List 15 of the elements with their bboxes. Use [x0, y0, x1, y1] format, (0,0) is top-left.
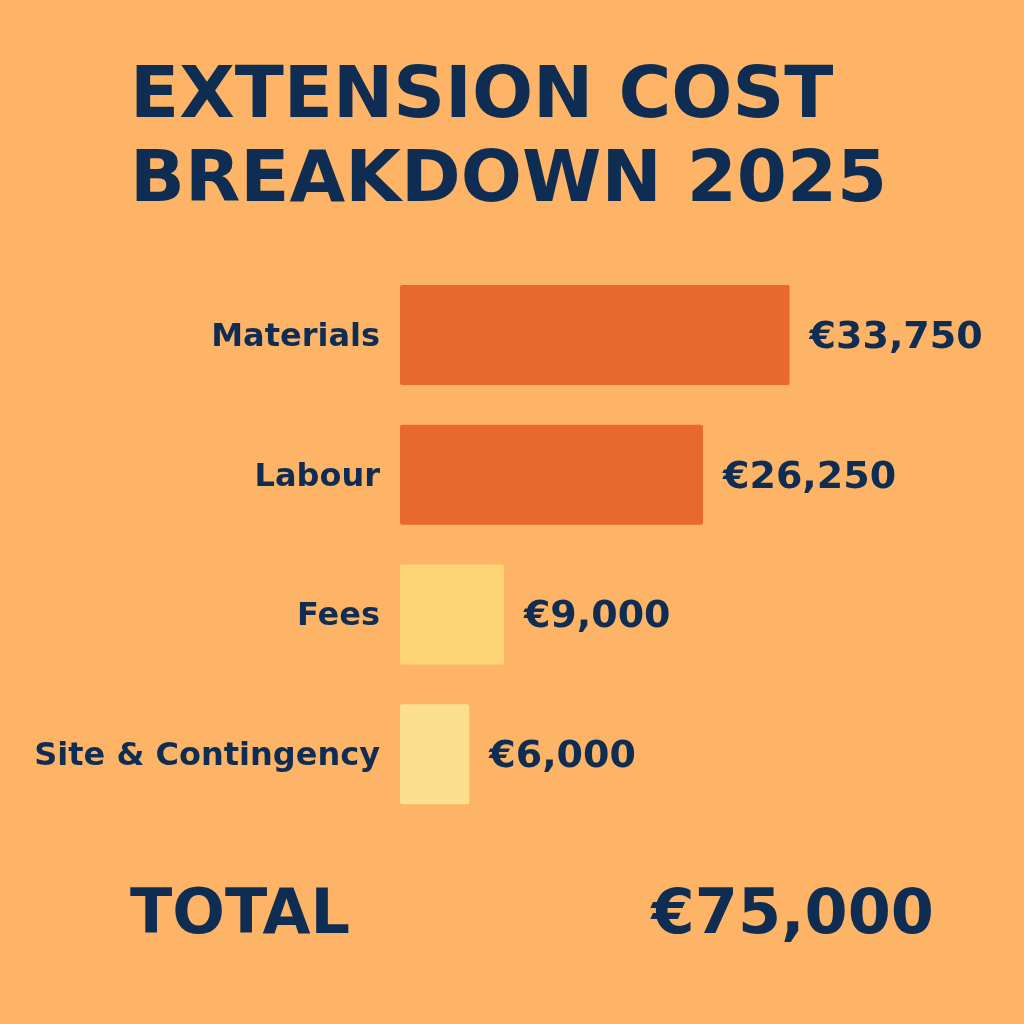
data-label: €26,250 [722, 452, 897, 497]
y-tick-label: Labour [254, 455, 381, 494]
data-label: €33,750 [808, 312, 983, 357]
y-tick-label: Site & Contingency [34, 735, 381, 774]
bar [400, 704, 470, 805]
text: €75,000 [649, 874, 934, 948]
data-label: €9,000 [522, 592, 671, 637]
y-tick-label: Materials [211, 315, 380, 354]
data-label: €6,000 [488, 732, 636, 777]
y-tick-label: Fees [296, 595, 380, 634]
chart-title: EXTENSION COST BREAKDOWN 2025 [130, 50, 888, 218]
bar [400, 424, 703, 525]
text: TOTAL [130, 874, 350, 948]
bar [400, 564, 504, 665]
bar [400, 284, 790, 385]
